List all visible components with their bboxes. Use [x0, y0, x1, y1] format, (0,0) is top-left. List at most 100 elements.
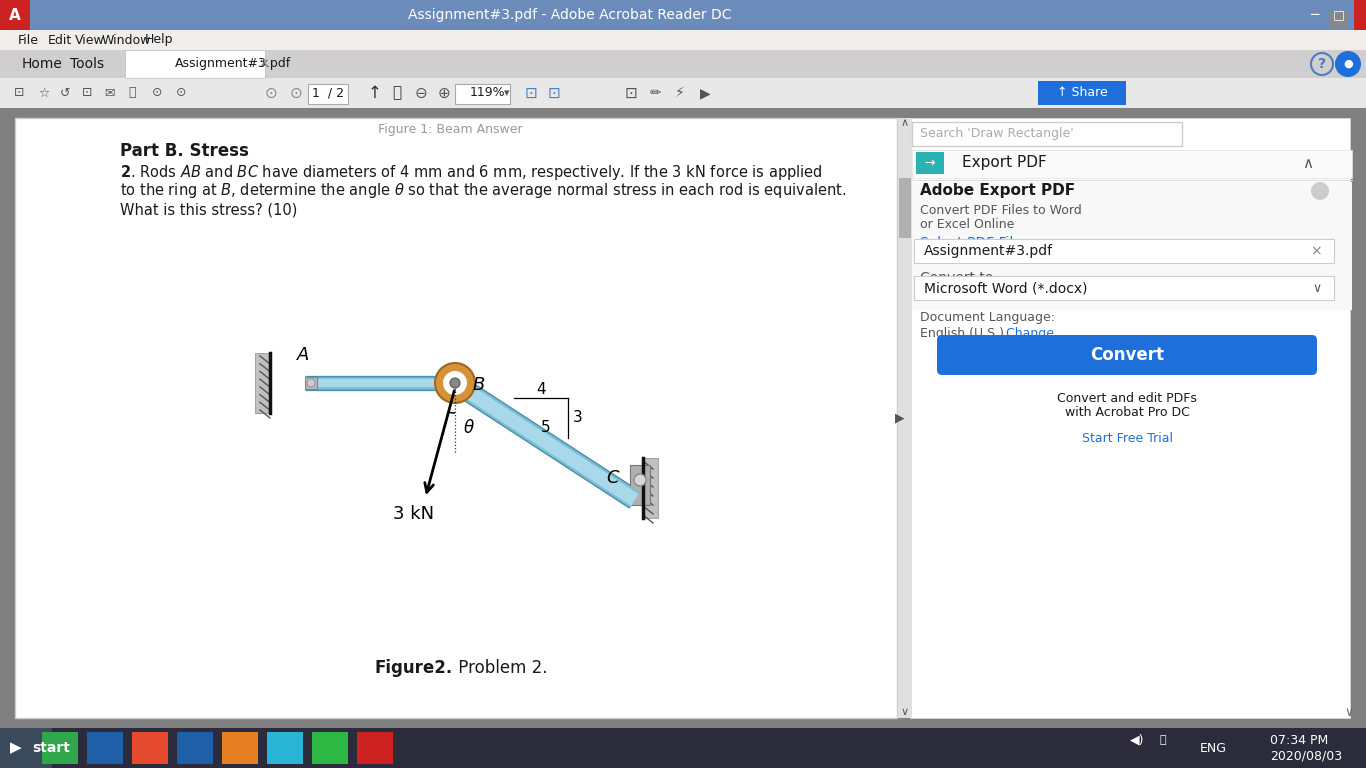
- Text: Window: Window: [102, 34, 152, 47]
- Bar: [223, 732, 258, 764]
- Text: ⊙: ⊙: [152, 87, 163, 100]
- Text: A: A: [296, 346, 309, 364]
- Text: ─: ─: [1310, 8, 1318, 22]
- Circle shape: [307, 379, 316, 387]
- Bar: [912, 150, 1352, 178]
- Text: ⊡: ⊡: [548, 85, 561, 101]
- Bar: [0, 108, 1366, 728]
- Text: ⊡: ⊡: [525, 85, 538, 101]
- Text: 📶: 📶: [1160, 735, 1167, 745]
- Text: ✉: ✉: [104, 87, 115, 100]
- Text: ✋: ✋: [392, 85, 402, 101]
- Bar: [1330, 12, 1348, 28]
- Text: ●: ●: [1343, 59, 1352, 69]
- Text: ▶: ▶: [895, 412, 904, 425]
- Text: $\mathbf{2}$. Rods $\it{AB}$ and $\it{BC}$ have diameters of 4 mm and 6 mm, resp: $\mathbf{2}$. Rods $\it{AB}$ and $\it{BC…: [120, 163, 822, 181]
- Text: ?: ?: [1318, 57, 1326, 71]
- Text: ↺: ↺: [60, 87, 71, 100]
- Bar: [15, 118, 897, 718]
- Text: ⊡: ⊡: [14, 87, 25, 100]
- Bar: [914, 276, 1335, 300]
- Text: File: File: [18, 34, 40, 47]
- Circle shape: [449, 378, 460, 388]
- Text: 119%: 119%: [470, 87, 505, 100]
- Text: ∨: ∨: [1311, 282, 1321, 294]
- Text: ⊙: ⊙: [265, 85, 277, 101]
- Text: Assignment#3.pdf: Assignment#3.pdf: [923, 244, 1053, 258]
- Text: Tools: Tools: [70, 57, 104, 71]
- Text: 5: 5: [541, 421, 550, 435]
- Bar: [899, 178, 911, 238]
- Bar: [914, 239, 1335, 263]
- Bar: [266, 732, 303, 764]
- Text: View: View: [75, 34, 105, 47]
- Text: 2020/08/03: 2020/08/03: [1270, 750, 1343, 763]
- Bar: [0, 728, 52, 768]
- Text: Convert and edit PDFs: Convert and edit PDFs: [1057, 392, 1197, 405]
- Bar: [1354, 0, 1366, 30]
- Text: Home: Home: [22, 57, 63, 71]
- Text: ✕: ✕: [1363, 8, 1366, 22]
- Bar: [910, 118, 1350, 718]
- Text: ×: ×: [258, 58, 269, 71]
- Circle shape: [1311, 182, 1329, 200]
- Text: A: A: [10, 8, 20, 22]
- Text: ⊕: ⊕: [438, 85, 451, 101]
- Bar: [255, 353, 270, 413]
- Text: ◀): ◀): [1130, 733, 1145, 746]
- Text: Problem 2.: Problem 2.: [454, 659, 548, 677]
- Bar: [1038, 81, 1126, 105]
- Text: Assignment#3.pdf - Adobe Acrobat Reader DC: Assignment#3.pdf - Adobe Acrobat Reader …: [408, 8, 732, 22]
- Text: ⚡: ⚡: [675, 86, 684, 100]
- Text: or Excel Online: or Excel Online: [919, 219, 1015, 231]
- Text: 4: 4: [537, 382, 546, 396]
- Text: 3: 3: [574, 411, 583, 425]
- Text: Adobe Export PDF: Adobe Export PDF: [919, 184, 1075, 198]
- Bar: [917, 152, 944, 174]
- Bar: [311, 732, 348, 764]
- Bar: [630, 465, 650, 505]
- Bar: [42, 732, 78, 764]
- Circle shape: [434, 363, 475, 403]
- Text: ▾: ▾: [504, 88, 510, 98]
- Bar: [912, 182, 1352, 310]
- Text: ×: ×: [1310, 244, 1322, 258]
- Bar: [0, 0, 30, 30]
- Text: ▶: ▶: [699, 86, 710, 100]
- Bar: [912, 122, 1182, 146]
- Text: Assignment#3.pdf: Assignment#3.pdf: [175, 58, 291, 71]
- Text: Help: Help: [145, 34, 173, 47]
- Text: Document Language:: Document Language:: [919, 312, 1055, 325]
- Text: ☆: ☆: [38, 87, 49, 100]
- Bar: [0, 78, 1366, 108]
- Text: with Acrobat Pro DC: with Acrobat Pro DC: [1064, 406, 1190, 419]
- Text: Microsoft Word (*.docx): Microsoft Word (*.docx): [923, 281, 1087, 295]
- Text: Convert to: Convert to: [919, 271, 993, 285]
- Text: Edit: Edit: [48, 34, 72, 47]
- Text: 07:34 PM: 07:34 PM: [1270, 733, 1328, 746]
- Bar: [0, 728, 1366, 768]
- Text: Change: Change: [1003, 327, 1055, 340]
- Text: Search 'Draw Rectangle': Search 'Draw Rectangle': [919, 127, 1074, 141]
- Text: ∨: ∨: [902, 707, 908, 717]
- Text: English (U.S.): English (U.S.): [919, 327, 1008, 340]
- Text: ✏: ✏: [650, 86, 661, 100]
- Bar: [87, 732, 123, 764]
- Bar: [0, 30, 1366, 50]
- Text: to the ring at $\it{B}$, determine the angle $\theta$ so that the average normal: to the ring at $\it{B}$, determine the a…: [120, 181, 847, 200]
- Text: Select PDF File: Select PDF File: [919, 236, 1022, 250]
- Text: Figure2.: Figure2.: [374, 659, 454, 677]
- Text: ↑: ↑: [367, 84, 382, 102]
- Text: Figure 1: Beam Answer: Figure 1: Beam Answer: [377, 124, 522, 137]
- Text: ∧: ∧: [902, 118, 908, 128]
- Text: ⊙: ⊙: [290, 85, 303, 101]
- Circle shape: [443, 371, 467, 395]
- Text: $\theta$: $\theta$: [463, 419, 475, 437]
- Text: ⊙: ⊙: [176, 87, 187, 100]
- Text: C: C: [607, 469, 619, 487]
- Text: start: start: [31, 741, 70, 755]
- Text: 3 kN: 3 kN: [392, 505, 434, 523]
- FancyBboxPatch shape: [937, 335, 1317, 375]
- Text: Start Free Trial: Start Free Trial: [1082, 432, 1172, 445]
- Text: ∧: ∧: [1302, 155, 1313, 170]
